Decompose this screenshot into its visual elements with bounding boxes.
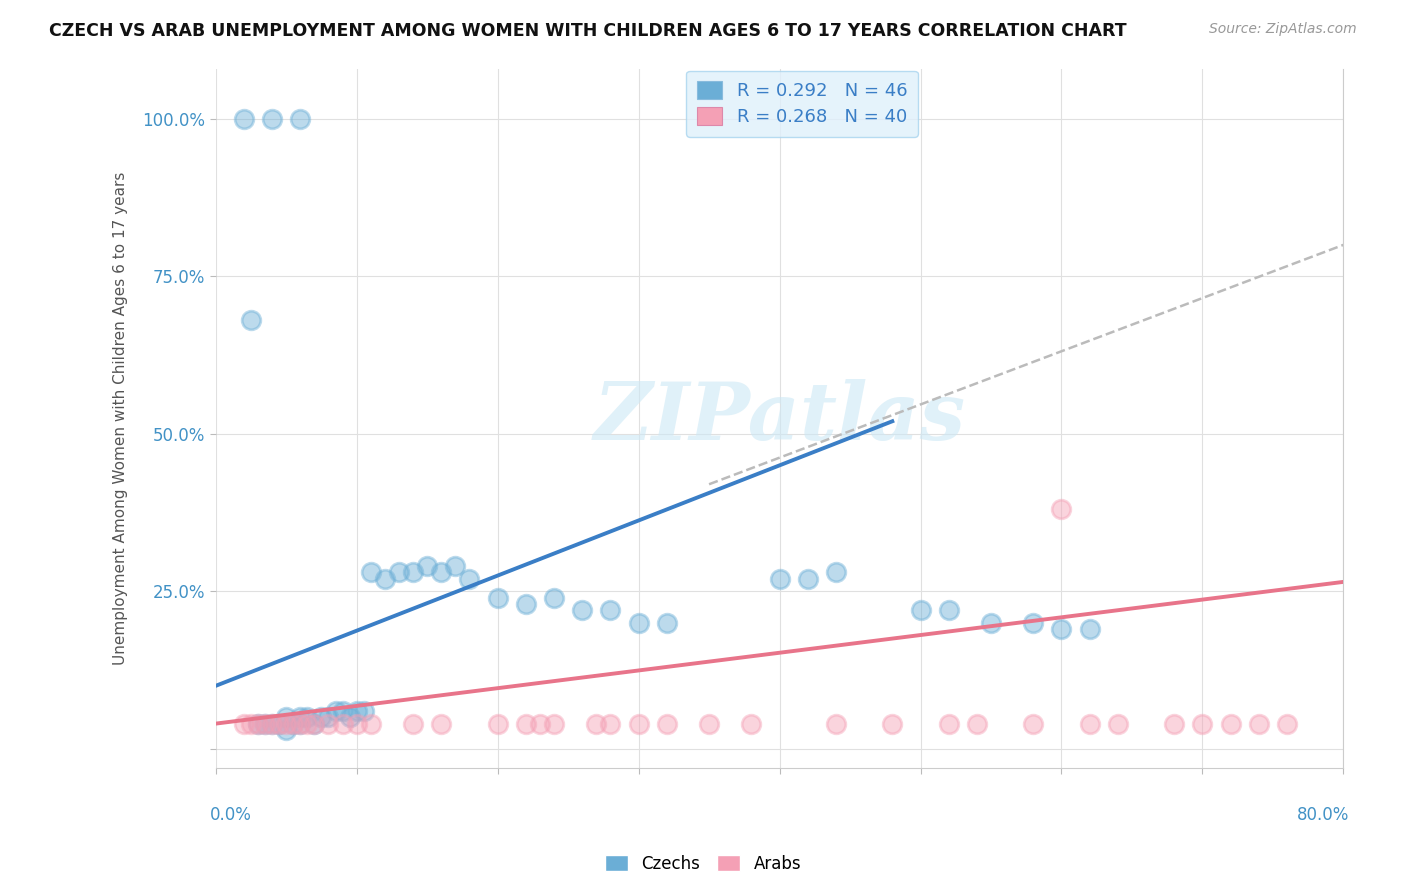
- Point: [1247, 716, 1270, 731]
- Point: [910, 603, 932, 617]
- Point: [262, 112, 284, 126]
- Point: [980, 615, 1002, 630]
- Text: 0.0%: 0.0%: [209, 806, 252, 824]
- Point: [1219, 716, 1241, 731]
- Point: [325, 704, 347, 718]
- Point: [1275, 716, 1298, 731]
- Point: [1050, 622, 1073, 636]
- Point: [311, 710, 333, 724]
- Point: [290, 716, 312, 731]
- Point: [360, 566, 382, 580]
- Point: [254, 716, 277, 731]
- Point: [430, 566, 453, 580]
- Point: [1050, 502, 1073, 516]
- Point: [966, 716, 988, 731]
- Point: [254, 716, 277, 731]
- Point: [304, 716, 326, 731]
- Point: [825, 566, 848, 580]
- Point: [882, 716, 904, 731]
- Point: [740, 716, 762, 731]
- Point: [232, 716, 254, 731]
- Point: [543, 716, 565, 731]
- Point: [458, 572, 481, 586]
- Point: [1078, 716, 1101, 731]
- Point: [332, 704, 354, 718]
- Point: [515, 716, 537, 731]
- Point: [269, 716, 291, 731]
- Point: [1107, 716, 1129, 731]
- Point: [269, 716, 291, 731]
- Point: [585, 716, 607, 731]
- Point: [1163, 716, 1185, 731]
- Point: [1022, 615, 1045, 630]
- Point: [276, 710, 298, 724]
- Point: [1191, 716, 1213, 731]
- Point: [318, 710, 340, 724]
- Text: Source: ZipAtlas.com: Source: ZipAtlas.com: [1209, 22, 1357, 37]
- Point: [402, 716, 425, 731]
- Point: [353, 704, 375, 718]
- Point: [276, 723, 298, 737]
- Point: [290, 716, 312, 731]
- Point: [346, 704, 368, 718]
- Point: [1022, 716, 1045, 731]
- Point: [388, 566, 411, 580]
- Point: [796, 572, 818, 586]
- Legend: Czechs, Arabs: Czechs, Arabs: [598, 848, 808, 880]
- Point: [529, 716, 551, 731]
- Text: ZIPatlas: ZIPatlas: [593, 379, 966, 457]
- Point: [486, 591, 509, 605]
- Point: [655, 716, 678, 731]
- Point: [1078, 622, 1101, 636]
- Point: [444, 559, 467, 574]
- Point: [360, 716, 382, 731]
- Legend: R = 0.292   N = 46, R = 0.268   N = 40: R = 0.292 N = 46, R = 0.268 N = 40: [686, 70, 918, 137]
- Point: [297, 710, 319, 724]
- Point: [290, 112, 312, 126]
- Point: [239, 716, 262, 731]
- Point: [402, 566, 425, 580]
- Point: [768, 572, 790, 586]
- Point: [515, 597, 537, 611]
- Point: [486, 716, 509, 731]
- Point: [247, 716, 270, 731]
- Point: [290, 710, 312, 724]
- Text: CZECH VS ARAB UNEMPLOYMENT AMONG WOMEN WITH CHILDREN AGES 6 TO 17 YEARS CORRELAT: CZECH VS ARAB UNEMPLOYMENT AMONG WOMEN W…: [49, 22, 1126, 40]
- Point: [247, 716, 270, 731]
- Point: [416, 559, 439, 574]
- Point: [262, 716, 284, 731]
- Point: [599, 716, 621, 731]
- Point: [430, 716, 453, 731]
- Point: [346, 716, 368, 731]
- Point: [283, 716, 305, 731]
- Point: [627, 716, 650, 731]
- Point: [627, 615, 650, 630]
- Point: [655, 615, 678, 630]
- Point: [262, 716, 284, 731]
- Point: [543, 591, 565, 605]
- Point: [304, 716, 326, 731]
- Point: [825, 716, 848, 731]
- Point: [239, 313, 262, 327]
- Point: [232, 112, 254, 126]
- Point: [276, 716, 298, 731]
- Point: [571, 603, 593, 617]
- Point: [938, 716, 960, 731]
- Point: [374, 572, 396, 586]
- Point: [697, 716, 720, 731]
- Point: [599, 603, 621, 617]
- Y-axis label: Unemployment Among Women with Children Ages 6 to 17 years: Unemployment Among Women with Children A…: [114, 171, 128, 665]
- Text: 80.0%: 80.0%: [1296, 806, 1348, 824]
- Point: [318, 716, 340, 731]
- Point: [283, 716, 305, 731]
- Point: [339, 710, 361, 724]
- Point: [938, 603, 960, 617]
- Point: [332, 716, 354, 731]
- Point: [297, 716, 319, 731]
